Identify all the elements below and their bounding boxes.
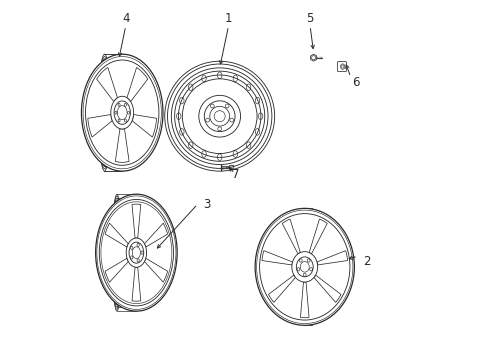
Text: 1: 1 xyxy=(224,12,232,25)
Text: 4: 4 xyxy=(122,12,129,25)
Ellipse shape xyxy=(111,96,133,129)
Ellipse shape xyxy=(96,194,177,311)
Ellipse shape xyxy=(126,238,146,267)
Text: 2: 2 xyxy=(362,255,370,268)
Ellipse shape xyxy=(291,252,317,282)
Ellipse shape xyxy=(81,54,163,171)
Text: 5: 5 xyxy=(306,12,313,25)
Text: 7: 7 xyxy=(231,168,239,181)
Text: 3: 3 xyxy=(203,198,210,211)
Ellipse shape xyxy=(255,208,354,325)
Text: 6: 6 xyxy=(352,76,359,89)
